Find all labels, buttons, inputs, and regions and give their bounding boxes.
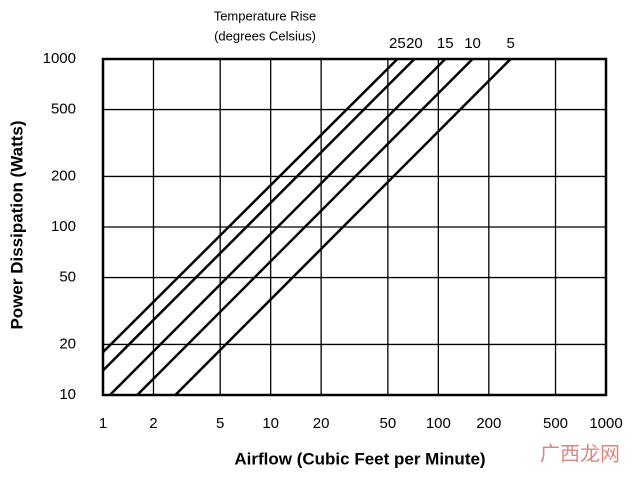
x-tick-label: 500 — [543, 415, 568, 432]
x-tick-label: 200 — [476, 415, 501, 432]
line — [102, 58, 399, 353]
line — [102, 58, 416, 372]
series-label: 15 — [437, 35, 454, 52]
y-tick-label: 100 — [51, 218, 76, 235]
x-tick-label: 10 — [262, 415, 279, 432]
series-label: 20 — [406, 35, 423, 52]
x-tick-label: 20 — [313, 415, 330, 432]
line — [109, 58, 447, 396]
x-tick-label: 1000 — [589, 415, 622, 432]
y-tick-label: 500 — [51, 101, 76, 118]
watermark: 广西龙网 — [540, 442, 620, 465]
x-tick-label: 100 — [426, 415, 451, 432]
line — [174, 58, 512, 396]
y-tick-label: 200 — [51, 167, 76, 184]
y-tick-label: 20 — [59, 335, 76, 352]
x-tick-label: 50 — [380, 415, 397, 432]
y-tick-label: 10 — [59, 386, 76, 403]
series-label: 10 — [464, 35, 481, 52]
y-tick-label: 50 — [59, 269, 76, 286]
plot-frame — [101, 57, 608, 397]
line — [136, 58, 474, 396]
y-tick-label: 1000 — [43, 50, 76, 67]
series-label: 25 — [389, 35, 406, 52]
x-tick-label: 2 — [149, 415, 157, 432]
y-axis-label: Power Dissipation (Watts) — [7, 120, 26, 329]
x-tick-label: 5 — [216, 415, 224, 432]
chart-title: Temperature Rise — [214, 8, 317, 23]
x-axis-label: Airflow (Cubic Feet per Minute) — [234, 449, 485, 468]
series-label: 5 — [506, 35, 514, 52]
chart-subtitle: (degrees Celsius) — [214, 28, 316, 43]
x-tick-label: 1 — [99, 415, 107, 432]
